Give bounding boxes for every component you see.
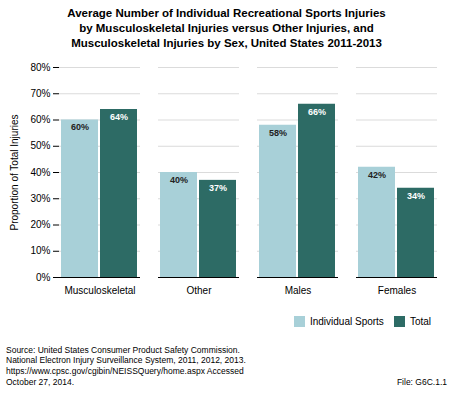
svg-text:0%: 0%	[36, 272, 51, 283]
svg-text:Other: Other	[186, 284, 212, 295]
html-text:Individual Sports: Individual Sports	[309, 315, 384, 327]
svg-text:20%: 20%	[30, 219, 50, 230]
svg-text:64%: 64%	[110, 112, 128, 122]
html-text:Total: Total	[409, 315, 431, 327]
svg-text:58%: 58%	[269, 127, 287, 137]
svg-text:10%: 10%	[30, 245, 50, 256]
svg-text:34%: 34%	[407, 190, 425, 200]
html-text:Average Number of Individual R: Average Number of Individual Recreationa…	[67, 7, 386, 49]
svg-text:Proportion of Total Injuries: Proportion of Total Injuries	[9, 114, 20, 230]
svg-text:40%: 40%	[170, 175, 188, 185]
svg-text:30%: 30%	[30, 193, 50, 204]
svg-text:70%: 70%	[30, 88, 50, 99]
svg-text:37%: 37%	[209, 183, 227, 193]
svg-text:42%: 42%	[368, 169, 386, 179]
svg-text:Males: Males	[285, 284, 312, 295]
svg-text:60%: 60%	[30, 114, 50, 125]
svg-text:Females: Females	[378, 284, 416, 295]
svg-text:60%: 60%	[71, 122, 89, 132]
svg-text:Musculoskeletal: Musculoskeletal	[64, 284, 135, 295]
svg-text:80%: 80%	[30, 62, 50, 73]
svg-text:66%: 66%	[308, 106, 326, 116]
html-text:File: G6C.1.1: File: G6C.1.1	[396, 376, 447, 387]
html-text:Source: United States Consumer: Source: United States Consumer Product S…	[6, 344, 246, 387]
svg-text:50%: 50%	[30, 140, 50, 151]
svg-text:40%: 40%	[30, 167, 50, 178]
